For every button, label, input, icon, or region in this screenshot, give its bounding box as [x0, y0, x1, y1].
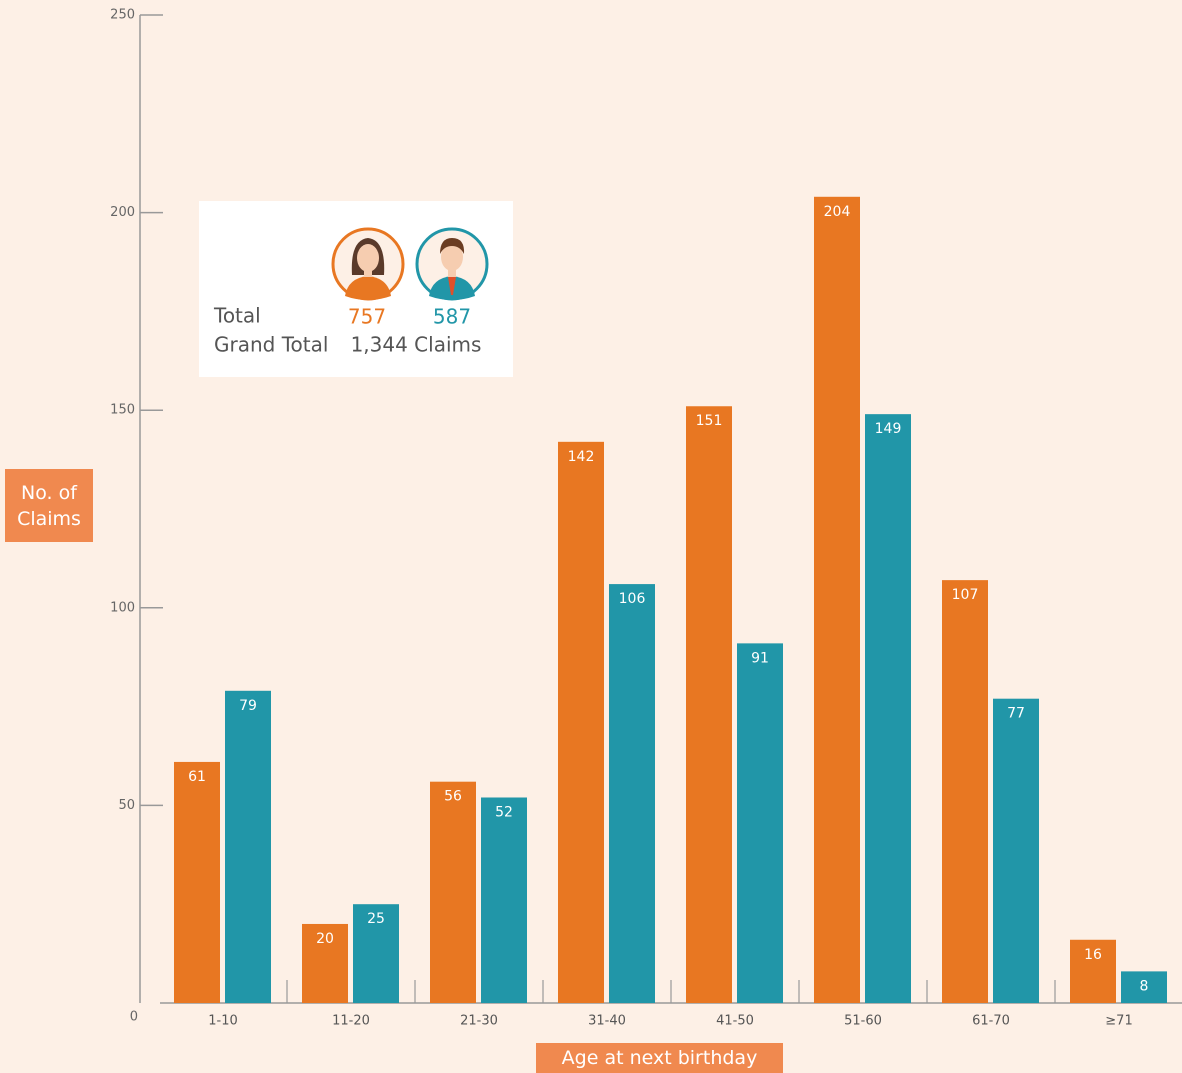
bar-label: 106	[619, 591, 646, 607]
x-label-box: Age at next birthday	[536, 1043, 783, 1073]
bar	[430, 781, 476, 1003]
bar	[174, 761, 220, 1003]
male-icon	[415, 227, 489, 301]
x-axis-label: Age at next birthday	[536, 1043, 783, 1073]
x-tick-label: 51-60	[844, 1014, 882, 1029]
male-total: 587	[433, 305, 471, 329]
summary-box: Total 757 587 Grand Total 1,344 Claims	[199, 201, 513, 377]
bar-label: 61	[188, 769, 206, 785]
total-label: Total	[213, 304, 261, 328]
x-tick-label: 11-20	[332, 1014, 370, 1029]
grand-total-label: Grand Total	[214, 333, 328, 357]
bar	[993, 698, 1039, 1003]
bar-label: 8	[1140, 978, 1149, 994]
bar	[1121, 971, 1167, 1003]
x-tick-label: 31-40	[588, 1014, 626, 1029]
bar	[814, 196, 860, 1004]
x-tick-label: 41-50	[716, 1014, 754, 1029]
bar	[686, 406, 732, 1003]
y-tick-label: 250	[110, 8, 135, 23]
bar	[481, 797, 527, 1003]
y-label-box: No. of Claims	[5, 469, 93, 542]
bar-label: 107	[952, 587, 979, 603]
y-tick-label: 50	[118, 798, 135, 813]
bar	[302, 923, 348, 1003]
x-tick-label: 1-10	[208, 1014, 238, 1029]
bar	[353, 904, 399, 1003]
bar-label: 77	[1007, 706, 1025, 722]
bar-label: 142	[568, 449, 595, 465]
x-tick-label: 61-70	[972, 1014, 1010, 1029]
bar	[865, 414, 911, 1004]
y-tick-label: 200	[110, 205, 135, 220]
bar-label: 79	[239, 698, 257, 714]
y-tick-label: 100	[110, 600, 135, 615]
bar-label: 56	[444, 789, 462, 805]
female-icon	[331, 227, 405, 301]
x-tick-label: 21-30	[460, 1014, 498, 1029]
bar-label: 91	[751, 650, 769, 666]
x-tick-label: ≥71	[1105, 1014, 1132, 1029]
bar	[225, 690, 271, 1003]
bar	[1070, 939, 1116, 1003]
grand-total: 1,344 Claims	[351, 333, 482, 357]
bar-label: 52	[495, 804, 513, 820]
bar-label: 204	[824, 204, 851, 220]
bar-label: 25	[367, 911, 385, 927]
bar	[942, 580, 988, 1003]
y-tick-label: 0	[130, 1010, 138, 1025]
bar	[558, 441, 604, 1003]
bar-label: 149	[875, 421, 902, 437]
y-axis-label: No. of Claims	[5, 469, 93, 542]
bar-label: 16	[1084, 947, 1102, 963]
bar	[737, 643, 783, 1003]
female-total: 757	[348, 305, 386, 329]
bar-label: 151	[696, 413, 723, 429]
bar-label: 20	[316, 931, 334, 947]
y-tick-label: 150	[110, 403, 135, 418]
bar	[609, 584, 655, 1003]
